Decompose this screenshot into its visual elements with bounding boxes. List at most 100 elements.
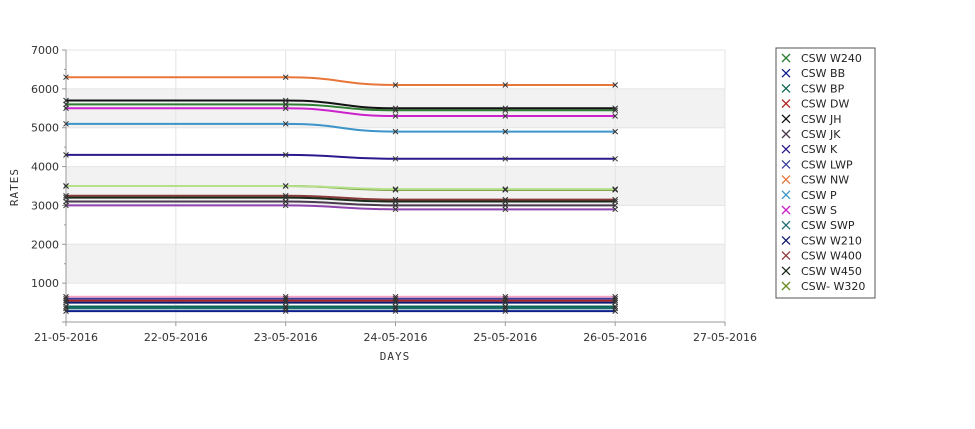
legend-label: CSW BP <box>801 82 845 95</box>
marker-stroke <box>282 120 289 127</box>
series-line <box>65 107 616 118</box>
data-point-marker <box>612 196 619 203</box>
data-point-marker <box>392 155 399 162</box>
marker-stroke <box>502 196 509 203</box>
data-point-marker <box>63 293 69 300</box>
y-tick-label: 5000 <box>31 122 59 135</box>
y-axis-title: RATES <box>8 168 21 206</box>
marker-stroke <box>612 105 619 112</box>
data-point-marker <box>612 113 619 119</box>
series-markers <box>63 74 619 314</box>
data-point-marker <box>63 202 69 209</box>
legend-marker <box>781 235 791 245</box>
y-axis-ticks: 1000 2000 3000 4000 5000 6000 7000 <box>31 44 66 304</box>
legend-marker <box>781 83 791 93</box>
data-point-marker <box>392 187 399 193</box>
legend-item: CSW BB <box>781 67 845 80</box>
data-point-marker <box>612 187 619 193</box>
marker-stroke <box>63 120 69 127</box>
legend-item: CSW LWP <box>781 158 853 171</box>
legend-box <box>775 47 876 299</box>
data-point-marker <box>502 107 509 114</box>
legend-label: CSW NW <box>801 174 849 187</box>
data-point-marker <box>612 186 619 192</box>
data-point-marker <box>612 206 619 213</box>
legend-marker <box>781 266 791 276</box>
marker-stroke <box>282 105 289 112</box>
legend-marker <box>781 99 791 109</box>
legend-marker <box>781 175 791 185</box>
series-line <box>66 185 616 191</box>
legend-item: CSW S <box>781 204 837 217</box>
legend-item: CSW DW <box>781 98 850 111</box>
data-point-marker <box>392 196 399 203</box>
marker-stroke <box>392 198 399 205</box>
marker-stroke <box>282 152 289 158</box>
marker-stroke <box>63 194 69 201</box>
data-point-marker <box>502 113 509 119</box>
legend-marker <box>781 129 791 139</box>
data-point-marker <box>502 299 509 306</box>
legend-marker <box>781 114 791 124</box>
marker-stroke <box>612 198 619 205</box>
data-point-marker <box>63 105 69 112</box>
x-tick-label: 27-05-2016 <box>693 331 757 344</box>
marker-stroke <box>282 202 289 209</box>
marker-stroke <box>282 293 289 300</box>
data-point-marker <box>63 152 69 158</box>
legend-label: CSW- W320 <box>801 280 865 293</box>
legend-item: CSW SWP <box>781 219 855 232</box>
data-point-marker <box>63 299 69 306</box>
marker-stroke <box>282 194 289 201</box>
data-point-marker <box>392 113 399 119</box>
legend-marker <box>781 205 791 215</box>
marker-stroke <box>63 192 69 199</box>
x-axis-ticks: 21-05-2016 22-05-2016 23-05-2016 24-05-2016… <box>34 322 757 344</box>
marker-stroke <box>612 206 619 213</box>
x-tick-label: 24-05-2016 <box>364 331 428 344</box>
series-line <box>66 194 616 201</box>
data-point-marker <box>502 198 509 205</box>
data-point-marker <box>282 192 289 199</box>
marker-stroke <box>612 305 619 312</box>
marker-stroke <box>502 187 509 193</box>
series-lines <box>65 76 616 313</box>
marker-stroke <box>502 128 509 135</box>
marker-stroke <box>502 293 509 300</box>
marker-stroke <box>612 187 619 193</box>
x-tick-label: 25-05-2016 <box>473 331 537 344</box>
marker-stroke <box>612 155 619 162</box>
data-point-marker <box>612 305 619 312</box>
data-point-marker <box>282 183 289 189</box>
series-line <box>66 103 616 112</box>
marker-stroke <box>392 107 399 114</box>
y-tick-label: 2000 <box>31 238 59 251</box>
data-point-marker <box>502 105 509 112</box>
marker-stroke <box>612 299 619 306</box>
legend-item: CSW W400 <box>781 250 862 263</box>
legend-item: CSW W240 <box>781 52 862 65</box>
legend-item: CSW BP <box>781 82 845 95</box>
marker-stroke <box>392 187 399 193</box>
data-point-marker <box>502 82 509 88</box>
data-point-marker <box>612 198 619 205</box>
data-point-marker <box>612 299 619 306</box>
data-point-marker <box>282 120 289 127</box>
data-point-marker <box>392 186 399 192</box>
marker-stroke <box>282 299 289 306</box>
y-tick-label: 3000 <box>31 199 59 212</box>
data-point-marker <box>63 120 69 127</box>
legend-marker <box>781 53 791 63</box>
data-point-marker <box>502 186 509 192</box>
data-point-marker <box>63 192 69 199</box>
legend-label: CSW SWP <box>801 219 855 232</box>
legend-marker <box>781 159 791 169</box>
marker-stroke <box>63 105 69 112</box>
data-point-marker <box>392 198 399 205</box>
marker-stroke <box>63 293 69 300</box>
series-line <box>66 200 616 207</box>
x-tick-label: 23-05-2016 <box>254 331 318 344</box>
series-line <box>66 76 616 86</box>
marker-stroke <box>63 202 69 209</box>
marker-stroke <box>502 105 509 112</box>
